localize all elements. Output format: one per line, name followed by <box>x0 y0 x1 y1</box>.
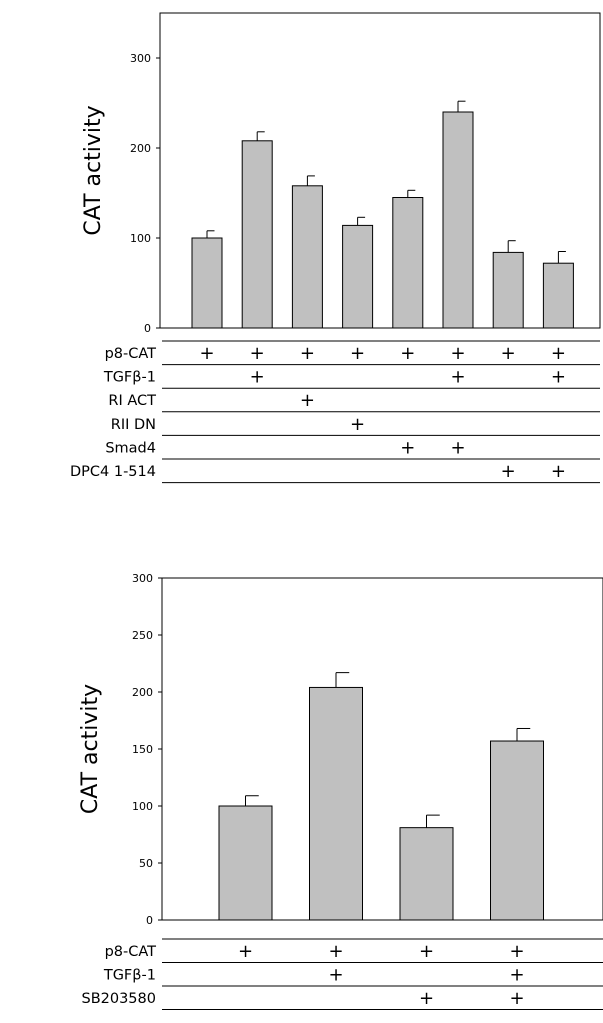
y-tick-label: 150 <box>132 743 153 756</box>
table-row-label: Smad4 <box>105 440 156 456</box>
table-plus-mark: + <box>328 941 343 962</box>
table-plus-mark: + <box>300 343 315 364</box>
table-row-label: DPC4 1-514 <box>70 464 156 480</box>
table-plus-mark: + <box>419 988 434 1009</box>
y-axis-label: CAT activity <box>81 105 106 235</box>
plot-frame <box>159 12 601 329</box>
bar <box>342 224 374 329</box>
table-plus-mark: + <box>250 367 265 388</box>
bar <box>399 827 454 921</box>
y-axis-label: CAT activity <box>78 684 103 814</box>
table-plus-mark: + <box>450 367 465 388</box>
table-plus-mark: + <box>350 414 365 435</box>
y-tick-label: 100 <box>130 232 151 245</box>
table-plus-mark: + <box>328 965 343 986</box>
table-plus-mark: + <box>419 941 434 962</box>
table-plus-mark: + <box>501 343 516 364</box>
bar <box>490 740 544 921</box>
bar <box>218 805 273 921</box>
y-tick-label: 0 <box>146 914 153 927</box>
table-plus-mark: + <box>450 343 465 364</box>
table-plus-mark: + <box>238 941 253 962</box>
table-plus-mark: + <box>400 437 415 458</box>
bar <box>191 237 223 329</box>
y-tick-label: 200 <box>130 142 151 155</box>
table-row-label: p8-CAT <box>105 346 157 362</box>
bar <box>442 111 474 329</box>
bar <box>291 185 323 329</box>
table-row-label: TGFβ-1 <box>103 370 156 386</box>
table-row-label: TGFβ-1 <box>103 968 156 984</box>
bar <box>392 197 424 329</box>
table-plus-mark: + <box>450 437 465 458</box>
table-plus-mark: + <box>551 461 566 482</box>
y-tick-label: 200 <box>132 686 153 699</box>
table-row-label: SB203580 <box>81 991 156 1007</box>
y-tick-label: 100 <box>132 800 153 813</box>
y-tick-label: 250 <box>132 629 153 642</box>
bar <box>309 686 363 921</box>
y-tick-label: 50 <box>139 857 153 870</box>
table-plus-mark: + <box>509 965 524 986</box>
table-row-label: RII DN <box>111 417 156 433</box>
table-row-label: RI ACT <box>108 393 156 409</box>
table-plus-mark: + <box>250 343 265 364</box>
bar <box>492 251 524 329</box>
table-plus-mark: + <box>300 390 315 411</box>
y-tick-label: 300 <box>130 52 151 65</box>
table-plus-mark: + <box>551 343 566 364</box>
table-plus-mark: + <box>199 343 214 364</box>
table-plus-mark: + <box>551 367 566 388</box>
y-tick-label: 300 <box>132 572 153 585</box>
panel-top-chart: 0 100 200 300 CAT activity p8-CAT + + + + + + + + TGFβ… <box>70 12 601 484</box>
table-row-label: p8-CAT <box>105 944 157 960</box>
table-plus-mark: + <box>509 941 524 962</box>
bar <box>542 262 574 329</box>
table-plus-mark: + <box>400 343 415 364</box>
table-plus-mark: + <box>350 343 365 364</box>
table-plus-mark: + <box>501 461 516 482</box>
y-tick-label: 0 <box>144 322 151 335</box>
table-plus-mark: + <box>509 988 524 1009</box>
bar <box>241 140 273 329</box>
